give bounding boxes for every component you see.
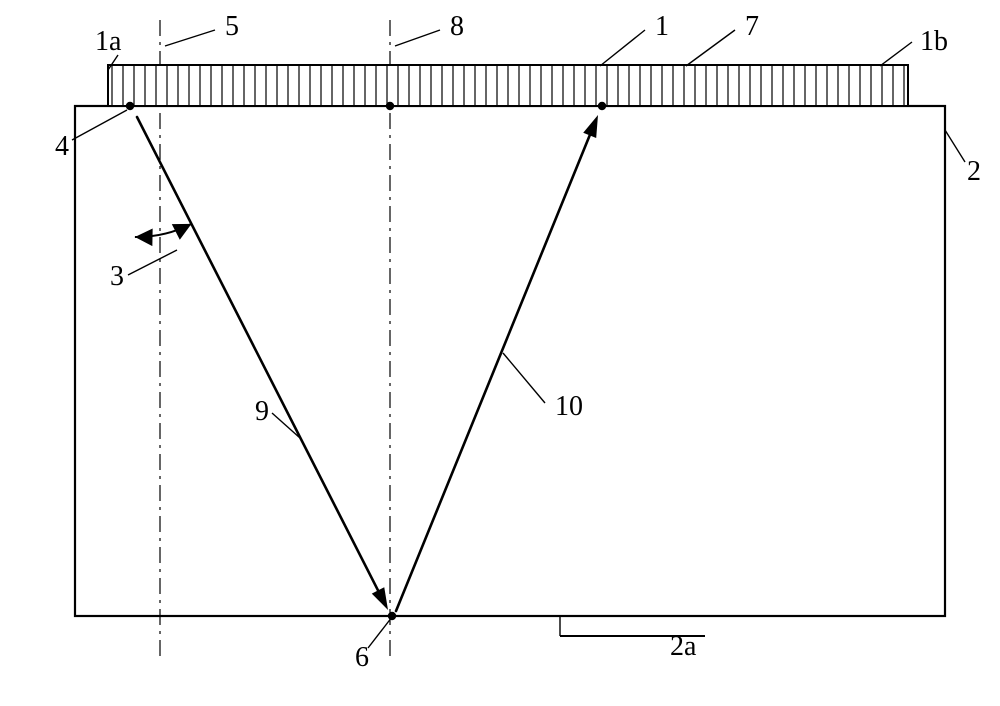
technical-diagram: 1a 5 8 1 7 1b 4 2 3 9 10 6 2a bbox=[0, 0, 1000, 706]
point-7 bbox=[598, 102, 606, 110]
label-L1b: 1b bbox=[920, 26, 948, 57]
point-4 bbox=[126, 102, 134, 110]
label-L8: 8 bbox=[450, 11, 464, 42]
label-L2: 2 bbox=[967, 156, 981, 187]
label-L10: 10 bbox=[555, 391, 583, 422]
label-L2a: 2a bbox=[670, 631, 697, 662]
label-L9: 9 bbox=[255, 396, 269, 427]
label-L5: 5 bbox=[225, 11, 239, 42]
point-6 bbox=[388, 612, 396, 620]
label-L4: 4 bbox=[55, 131, 69, 162]
label-L1a: 1a bbox=[95, 26, 122, 57]
label-L1: 1 bbox=[655, 11, 669, 42]
label-L7: 7 bbox=[745, 11, 759, 42]
label-L3: 3 bbox=[110, 261, 124, 292]
point-8 bbox=[386, 102, 394, 110]
label-L6: 6 bbox=[355, 642, 369, 673]
